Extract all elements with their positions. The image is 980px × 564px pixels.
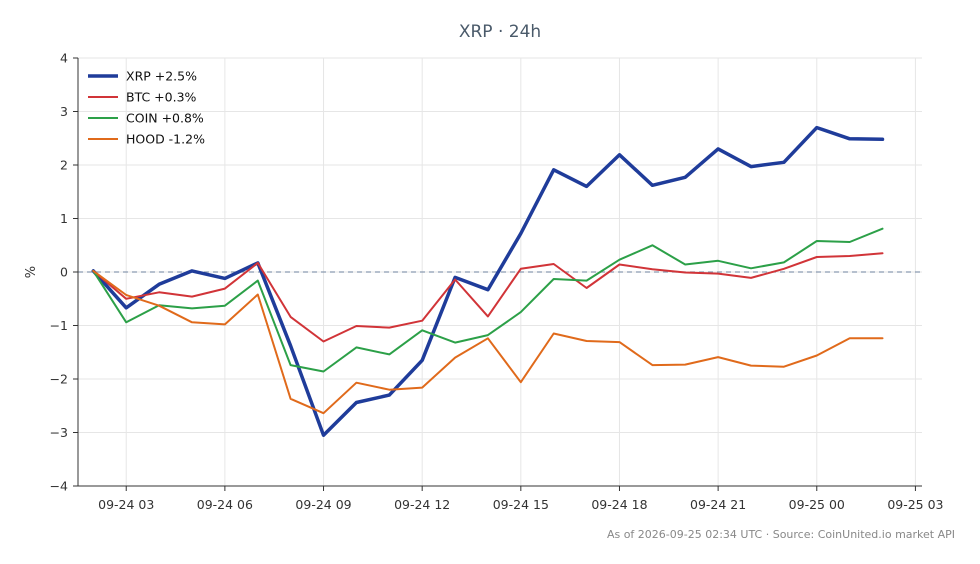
y-tick-label: 2 bbox=[60, 158, 68, 173]
x-tick-label: 09-24 21 bbox=[690, 497, 746, 512]
legend: XRP +2.5% BTC +0.3% COIN +0.8% HOOD -1.2% bbox=[88, 69, 205, 147]
y-tick-label: 1 bbox=[60, 211, 68, 226]
x-tick-label: 09-24 06 bbox=[197, 497, 253, 512]
x-tick-label: 09-24 18 bbox=[591, 497, 647, 512]
x-tick-label: 09-24 15 bbox=[493, 497, 549, 512]
y-tick-label: 4 bbox=[60, 51, 68, 66]
y-tick-label: 0 bbox=[60, 265, 68, 280]
legend-label: BTC +0.3% bbox=[126, 90, 197, 105]
x-tick-label: 09-25 00 bbox=[789, 497, 845, 512]
y-tick-label: 3 bbox=[60, 104, 68, 119]
series-line-coin bbox=[92, 227, 884, 373]
x-tick-label: 09-24 09 bbox=[295, 497, 351, 512]
x-tick-label: 09-25 03 bbox=[887, 497, 943, 512]
series-lines bbox=[91, 125, 885, 437]
x-tick-label: 09-24 03 bbox=[98, 497, 154, 512]
y-axis-label: % bbox=[24, 266, 39, 278]
series-line-xrp bbox=[91, 125, 885, 437]
legend-label: XRP +2.5% bbox=[126, 69, 197, 84]
y-tick-label: −1 bbox=[50, 318, 68, 333]
x-tick-label: 09-24 12 bbox=[394, 497, 450, 512]
chart-title: XRP · 24h bbox=[459, 22, 541, 42]
series-line-hood bbox=[92, 269, 884, 415]
y-tick-label: −3 bbox=[50, 425, 68, 440]
series-line-btc bbox=[92, 252, 884, 343]
y-tick-label: −2 bbox=[50, 372, 68, 387]
legend-label: HOOD -1.2% bbox=[126, 132, 205, 147]
footer-source: As of 2026-09-25 02:34 UTC · Source: Coi… bbox=[607, 528, 955, 541]
y-tick-label: −4 bbox=[50, 479, 68, 494]
legend-label: COIN +0.8% bbox=[126, 111, 204, 126]
axes: −4 −3 −2 −1 0 1 2 3 4 09-24 03 09-24 06 09-24 09 09-… bbox=[50, 51, 944, 513]
